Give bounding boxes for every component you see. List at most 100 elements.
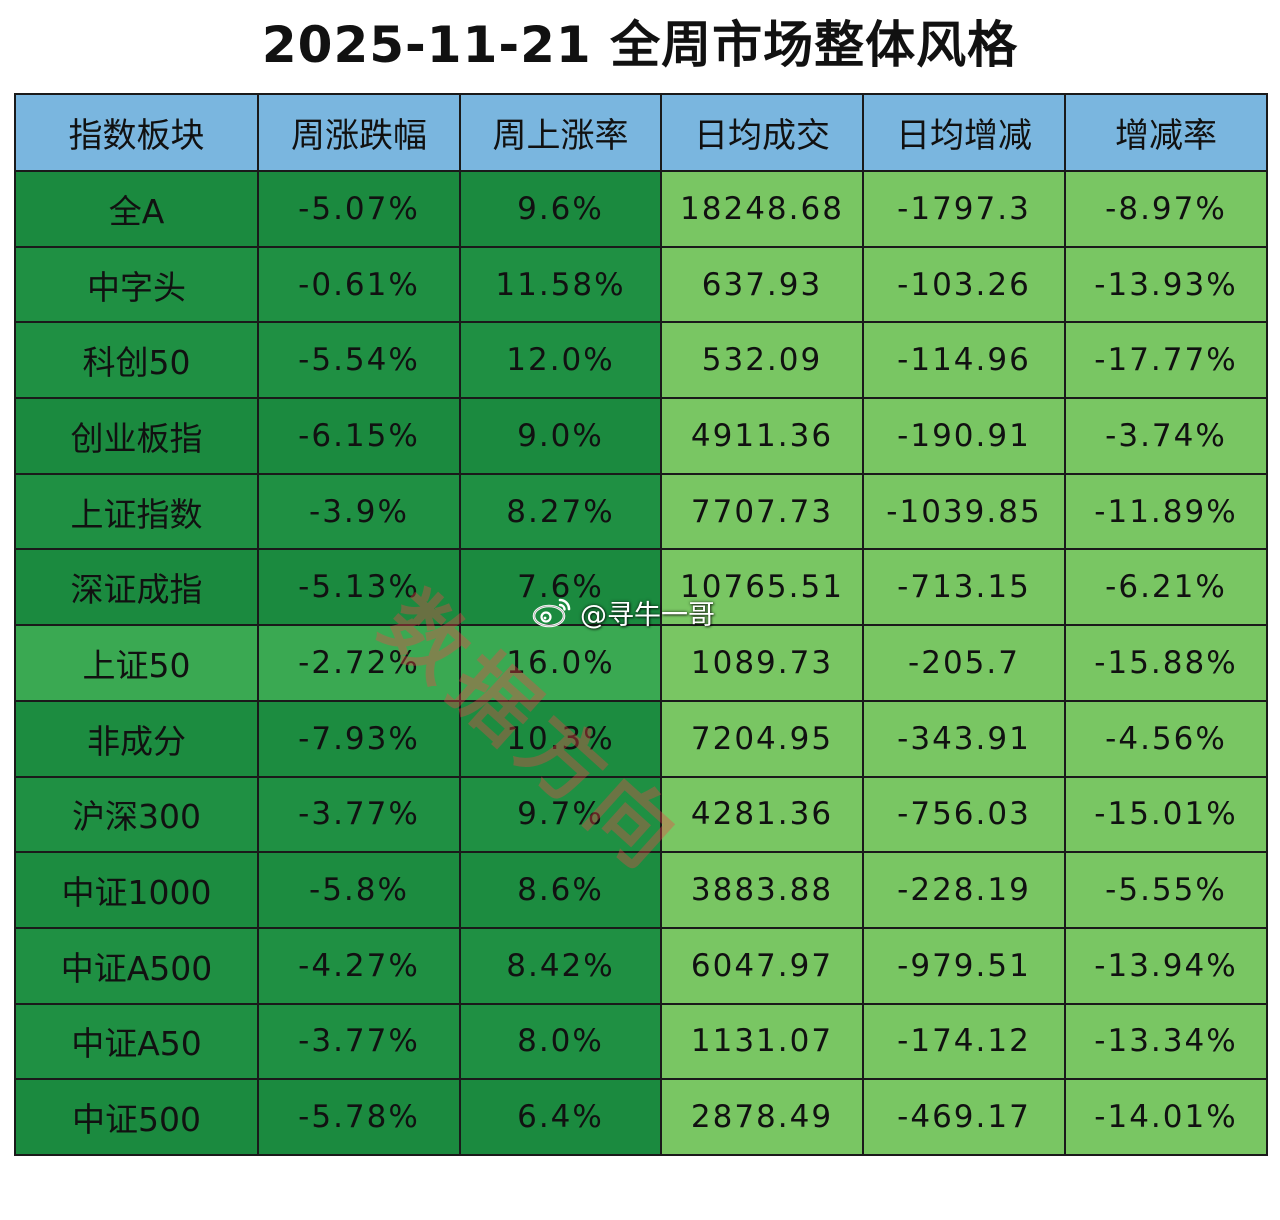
table-cell: 9.6% [459,170,662,248]
table-cell: 532.09 [660,321,864,400]
table-row: 中证A500 -4.27% 8.42% 6047.97 -979.51 -13.94% [14,926,1268,1005]
table-cell: 6047.97 [660,926,864,1005]
table-cell: -14.01% [1064,1078,1268,1156]
table-cell: -4.56% [1064,699,1268,778]
table-cell: -0.61% [257,245,461,324]
table-cell: -6.21% [1064,548,1268,627]
index-name-cell: 科创50 [14,321,259,400]
table-row: 中字头 -0.61% 11.58% 637.93 -103.26 -13.93% [14,245,1268,324]
index-name-cell: 上证指数 [14,472,259,551]
table-cell: 8.27% [459,472,662,551]
table-cell: 18248.68 [660,170,864,248]
table-cell: 8.6% [459,851,662,929]
index-name-cell: 上证50 [14,624,259,702]
table-cell: 16.0% [459,624,662,702]
table-cell: -15.88% [1064,624,1268,702]
index-name-cell: 中证A500 [14,926,259,1005]
table-cell: -3.77% [257,1002,461,1081]
column-header: 日均增减 [862,93,1066,172]
table-cell: -7.93% [257,699,461,778]
column-header: 增减率 [1064,93,1268,172]
market-style-table: 指数板块 周涨跌幅 周上涨率 日均成交 日均增减 增减率 全A -5.07% 9.6% 1824… [14,93,1268,1156]
table-row: 中证A50 -3.77% 8.0% 1131.07 -174.12 -13.34% [14,1002,1268,1081]
table-cell: 637.93 [660,245,864,324]
table-cell: 1131.07 [660,1002,864,1081]
table-cell: 12.0% [459,321,662,400]
column-header: 指数板块 [14,93,259,172]
index-name-cell: 中证500 [14,1078,259,1156]
table-row: 深证成指 -5.13% 7.6% 10765.51 -713.15 -6.21% [14,548,1268,627]
table-cell: 2878.49 [660,1078,864,1156]
index-name-cell: 中证A50 [14,1002,259,1081]
index-name-cell: 创业板指 [14,397,259,475]
table-cell: -3.74% [1064,397,1268,475]
table-cell: 6.4% [459,1078,662,1156]
table-cell: 7707.73 [660,472,864,551]
table-header-row: 指数板块 周涨跌幅 周上涨率 日均成交 日均增减 增减率 [14,93,1268,172]
table-cell: -3.9% [257,472,461,551]
table-cell: -3.77% [257,775,461,854]
table-cell: -979.51 [862,926,1066,1005]
table-cell: 1089.73 [660,624,864,702]
table-cell: -1797.3 [862,170,1066,248]
table-cell: -228.19 [862,851,1066,929]
index-name-cell: 中证1000 [14,851,259,929]
table-cell: -13.94% [1064,926,1268,1005]
table-cell: -5.55% [1064,851,1268,929]
table-cell: -190.91 [862,397,1066,475]
table-cell: 10765.51 [660,548,864,627]
table-row: 上证指数 -3.9% 8.27% 7707.73 -1039.85 -11.89% [14,472,1268,551]
table-cell: -8.97% [1064,170,1268,248]
table-cell: -103.26 [862,245,1066,324]
table-row: 非成分 -7.93% 10.3% 7204.95 -343.91 -4.56% [14,699,1268,778]
table-cell: -5.8% [257,851,461,929]
table-cell: 4281.36 [660,775,864,854]
table-body: 全A -5.07% 9.6% 18248.68 -1797.3 -8.97% 中字头 -0.6… [14,170,1268,1156]
index-name-cell: 全A [14,170,259,248]
table-row: 中证1000 -5.8% 8.6% 3883.88 -228.19 -5.55% [14,851,1268,929]
column-header: 日均成交 [660,93,864,172]
table-cell: -343.91 [862,699,1066,778]
table-cell: -756.03 [862,775,1066,854]
table-cell: -5.07% [257,170,461,248]
table-row: 科创50 -5.54% 12.0% 532.09 -114.96 -17.77% [14,321,1268,400]
table-cell: 7204.95 [660,699,864,778]
table-cell: 8.42% [459,926,662,1005]
table-cell: -4.27% [257,926,461,1005]
table-cell: -13.93% [1064,245,1268,324]
table-cell: 10.3% [459,699,662,778]
index-name-cell: 沪深300 [14,775,259,854]
table-cell: -15.01% [1064,775,1268,854]
table-cell: -2.72% [257,624,461,702]
table-cell: -205.7 [862,624,1066,702]
table-row: 中证500 -5.78% 6.4% 2878.49 -469.17 -14.01% [14,1078,1268,1156]
table-cell: 3883.88 [660,851,864,929]
column-header: 周涨跌幅 [257,93,461,172]
table-cell: -174.12 [862,1002,1066,1081]
table-cell: -6.15% [257,397,461,475]
table-cell: 7.6% [459,548,662,627]
index-name-cell: 中字头 [14,245,259,324]
table-cell: 4911.36 [660,397,864,475]
table-cell: 9.7% [459,775,662,854]
table-cell: -11.89% [1064,472,1268,551]
table-row: 上证50 -2.72% 16.0% 1089.73 -205.7 -15.88% [14,624,1268,702]
table-row: 创业板指 -6.15% 9.0% 4911.36 -190.91 -3.74% [14,397,1268,475]
table-cell: 11.58% [459,245,662,324]
table-cell: -1039.85 [862,472,1066,551]
table-cell: -5.54% [257,321,461,400]
chart-title: 2025-11-21 全周市场整体风格 [261,16,1019,74]
table-cell: -5.13% [257,548,461,627]
table-cell: 8.0% [459,1002,662,1081]
table-row: 沪深300 -3.77% 9.7% 4281.36 -756.03 -15.01% [14,775,1268,854]
index-name-cell: 非成分 [14,699,259,778]
table-cell: -5.78% [257,1078,461,1156]
table-cell: -114.96 [862,321,1066,400]
table-row: 全A -5.07% 9.6% 18248.68 -1797.3 -8.97% [14,170,1268,248]
table-cell: -13.34% [1064,1002,1268,1081]
table-cell: 9.0% [459,397,662,475]
table-cell: -469.17 [862,1078,1066,1156]
table-cell: -17.77% [1064,321,1268,400]
index-name-cell: 深证成指 [14,548,259,627]
